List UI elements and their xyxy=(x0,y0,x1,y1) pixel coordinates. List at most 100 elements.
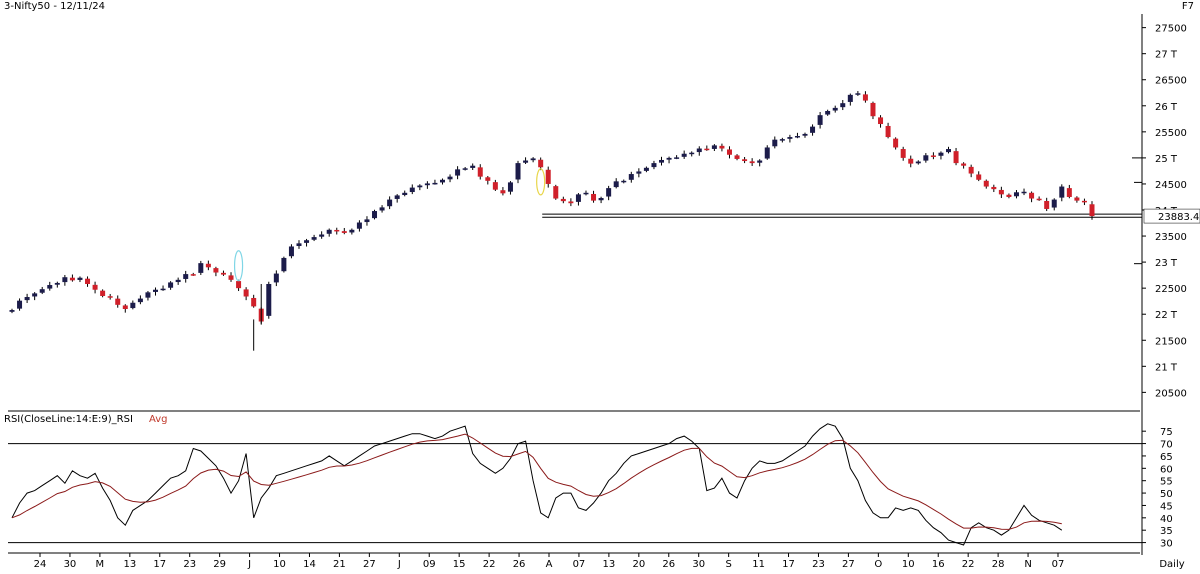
candle-down xyxy=(900,149,906,158)
rsi-y-tick-label: 40 xyxy=(1160,514,1173,525)
chart-title: 3-Nifty50 - 12/11/24 xyxy=(4,1,106,12)
candle-down xyxy=(107,296,113,298)
candle-down xyxy=(538,159,544,168)
candle-up xyxy=(825,111,831,115)
candle-down xyxy=(100,290,106,296)
x-tick-label: 14 xyxy=(303,559,316,570)
x-tick-label: 13 xyxy=(123,559,136,570)
candle-down xyxy=(341,231,347,233)
candle-up xyxy=(424,183,430,186)
price-y-tick-label: 22 T xyxy=(1155,310,1178,321)
x-tick-label: 10 xyxy=(273,559,286,570)
candle-up xyxy=(689,152,695,155)
x-tick-label: J xyxy=(247,559,251,570)
rsi-y-tick-label: 45 xyxy=(1160,501,1173,512)
price-y-tick-label: 26 T xyxy=(1155,102,1178,113)
candle-up xyxy=(938,152,944,156)
candle-up xyxy=(319,234,325,237)
candle-up xyxy=(787,137,793,139)
candle-up xyxy=(152,289,158,292)
x-tick-label: 24 xyxy=(34,559,47,570)
candle-up xyxy=(1021,191,1027,194)
candle-up xyxy=(764,147,770,159)
candle-down xyxy=(983,180,989,187)
x-tick-label: 23 xyxy=(812,559,825,570)
price-y-tick-label: 27500 xyxy=(1155,24,1187,35)
price-y-tick-label: 25500 xyxy=(1155,128,1187,139)
candle-up xyxy=(9,310,15,312)
candle-up xyxy=(364,219,370,223)
candle-down xyxy=(560,198,566,202)
price-y-tick-label: 23500 xyxy=(1155,232,1187,243)
candle-up xyxy=(349,229,355,233)
candle-down xyxy=(749,161,755,164)
candle-up xyxy=(847,94,853,102)
candle-up xyxy=(168,282,174,288)
x-tick-label: 21 xyxy=(333,559,346,570)
candle-up xyxy=(394,195,400,199)
candle-down xyxy=(92,284,98,290)
candle-up xyxy=(515,163,521,180)
x-tick-label: 17 xyxy=(153,559,166,570)
candle-down xyxy=(568,201,574,204)
candle-up xyxy=(402,192,408,196)
candle-up xyxy=(296,243,302,247)
candle-up xyxy=(447,176,453,180)
candle-down xyxy=(115,298,121,305)
x-tick-label: 27 xyxy=(842,559,855,570)
candle-down xyxy=(862,94,868,101)
candle-down xyxy=(991,186,997,190)
candle-up xyxy=(583,192,589,195)
candle-down xyxy=(930,155,936,157)
candle-up xyxy=(273,273,279,283)
x-tick-label: 09 xyxy=(423,559,436,570)
x-tick-label: O xyxy=(874,559,882,570)
candle-up xyxy=(145,292,151,298)
x-tick-label: 27 xyxy=(363,559,376,570)
candle-down xyxy=(885,125,891,138)
x-tick-label: A xyxy=(546,559,553,570)
candle-up xyxy=(326,229,332,234)
candle-up xyxy=(409,187,415,193)
candle-up xyxy=(379,207,385,211)
candle-up xyxy=(643,167,649,171)
rsi-y-tick-label: 70 xyxy=(1160,440,1173,451)
candle-down xyxy=(591,193,597,201)
price-y-tick-label: 22500 xyxy=(1155,284,1187,295)
candle-down xyxy=(477,167,483,177)
x-tick-label: 10 xyxy=(902,559,915,570)
candle-up xyxy=(470,165,476,168)
candle-up xyxy=(130,302,136,309)
rsi-y-tick-label: 50 xyxy=(1160,489,1173,500)
candle-up xyxy=(137,298,143,303)
candle-up xyxy=(1013,192,1019,197)
rsi-y-tick-label: 65 xyxy=(1160,452,1173,463)
candle-up xyxy=(915,161,921,164)
candle-down xyxy=(1066,188,1072,197)
candle-down xyxy=(1006,194,1012,197)
price-y-tick-label: 26500 xyxy=(1155,76,1187,87)
x-tick-label: 22 xyxy=(483,559,496,570)
candle-up xyxy=(606,188,612,197)
candle-up xyxy=(757,160,763,163)
x-tick-label: 20 xyxy=(632,559,645,570)
rsi-y-tick-label: 60 xyxy=(1160,464,1173,475)
x-tick-label: 23 xyxy=(183,559,196,570)
candle-up xyxy=(621,180,627,183)
candle-down xyxy=(870,102,876,117)
candle-up xyxy=(39,289,45,293)
x-tick-label: 26 xyxy=(513,559,526,570)
rsi-avg-label: Avg xyxy=(149,414,168,425)
candle-up xyxy=(681,153,687,157)
highlight-ellipse xyxy=(233,250,244,282)
candle-up xyxy=(598,198,604,201)
candle-down xyxy=(893,138,899,148)
price-y-tick-label: 24500 xyxy=(1155,180,1187,191)
x-tick-label: M xyxy=(96,559,105,570)
price-y-tick-label: 23 T xyxy=(1155,258,1178,269)
candle-down xyxy=(69,277,75,281)
candle-up xyxy=(304,240,310,243)
candle-up xyxy=(54,282,60,285)
x-tick-label: 13 xyxy=(603,559,616,570)
